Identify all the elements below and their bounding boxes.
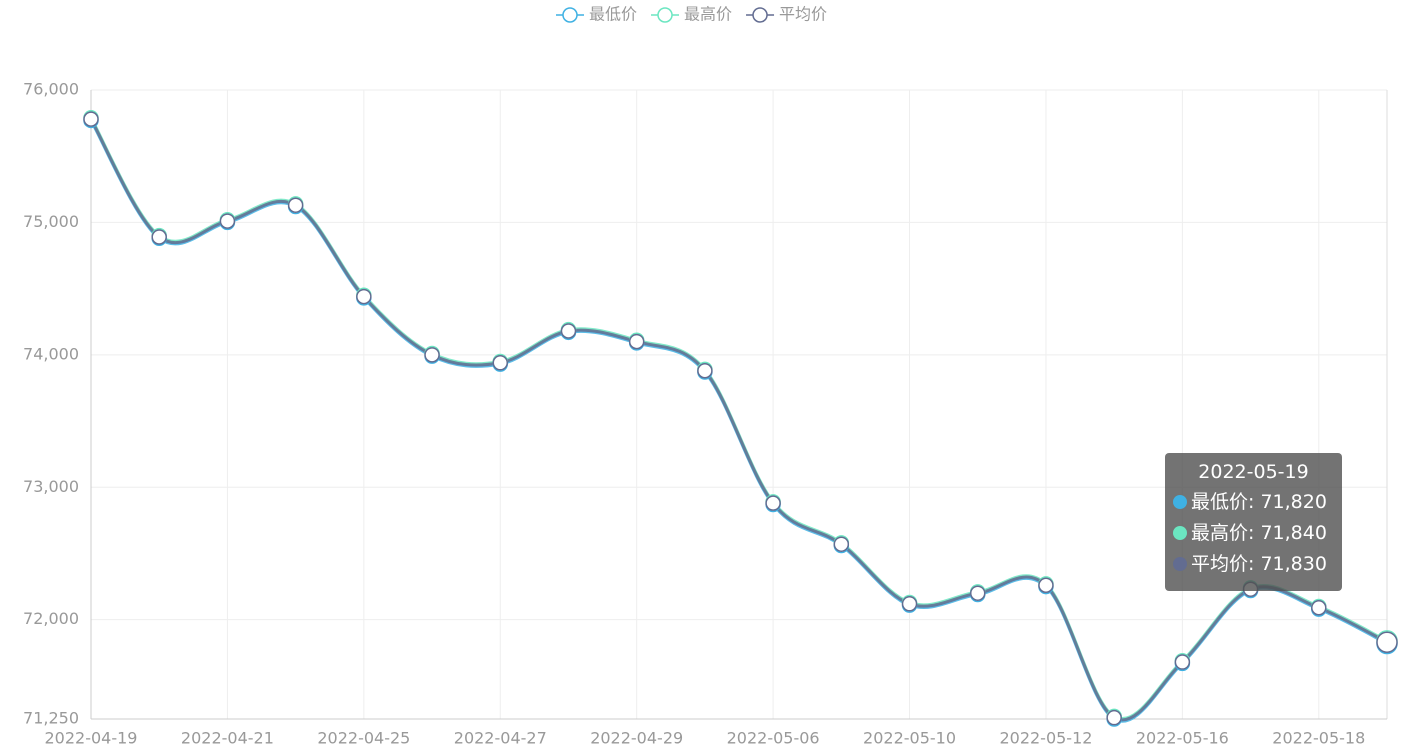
x-tick-label: 2022-04-27 <box>454 729 547 748</box>
data-point <box>83 111 99 127</box>
data-point <box>1106 709 1122 726</box>
data-point <box>1376 631 1398 653</box>
data-point <box>1038 577 1054 594</box>
series-line <box>89 119 1388 723</box>
separator: : <box>1248 491 1261 513</box>
y-tick-label: 73,000 <box>23 477 79 496</box>
tooltip-marker <box>1173 557 1187 571</box>
tooltip-value: 71,820 <box>1260 491 1327 513</box>
legend-icon <box>562 7 578 23</box>
series-line <box>89 117 1388 720</box>
data-point <box>287 197 304 213</box>
x-tick-label: 2022-05-16 <box>1136 729 1229 748</box>
tooltip: 2022-05-19 最低价: 71,820 最高价: 71,840 平均价: 71… <box>1165 453 1342 591</box>
tooltip-title: 2022-05-19 <box>1198 461 1309 483</box>
x-tick-label: 2022-04-19 <box>45 729 138 748</box>
data-point <box>901 596 918 612</box>
data-point <box>628 333 645 350</box>
y-tick-label: 76,000 <box>23 80 79 99</box>
data-point <box>356 288 372 305</box>
tooltip-row: 最低价: 71,820 <box>1173 487 1334 518</box>
tooltip-marker <box>1173 495 1187 509</box>
series-line <box>89 118 1388 722</box>
x-tick-label: 2022-04-25 <box>317 729 410 748</box>
separator: : <box>1248 553 1261 575</box>
tooltip-row: 最高价: 71,840 <box>1173 518 1334 549</box>
legend-label: 平均价 <box>779 5 827 24</box>
data-point <box>492 355 509 371</box>
tooltip-value: 71,840 <box>1260 522 1327 544</box>
data-point <box>424 347 440 363</box>
data-point <box>219 213 236 229</box>
data-point <box>765 495 781 511</box>
legend-label: 最高价 <box>684 5 732 24</box>
y-tick-label: 72,000 <box>23 609 79 628</box>
data-point <box>151 229 167 245</box>
tooltip-series-name: 最高价 <box>1191 522 1249 544</box>
data-point <box>697 362 713 379</box>
legend-label: 最低价 <box>589 5 637 24</box>
legend-icon <box>657 7 673 23</box>
x-tick-label: 2022-05-10 <box>863 729 956 748</box>
separator: : <box>1248 522 1261 544</box>
data-point <box>1311 600 1327 616</box>
data-point <box>833 536 850 552</box>
x-tick-label: 2022-04-21 <box>181 729 274 748</box>
tooltip-series-name: 平均价 <box>1191 553 1249 575</box>
data-point <box>1174 654 1191 670</box>
x-tick-label: 2022-05-18 <box>1272 729 1365 748</box>
data-point <box>969 585 986 601</box>
tooltip-series-name: 最低价 <box>1191 491 1249 513</box>
y-tick-label: 71,250 <box>23 709 79 728</box>
y-tick-label: 74,000 <box>23 344 79 363</box>
legend-icon <box>752 7 768 23</box>
legend: 最低价 最高价 平均价 <box>556 5 827 24</box>
tooltip-row: 平均价: 71,830 <box>1173 549 1334 580</box>
tooltip-value: 71,830 <box>1260 553 1327 575</box>
x-tick-label: 2022-05-06 <box>727 729 820 748</box>
tooltip-marker <box>1173 526 1187 540</box>
x-tick-label: 2022-04-29 <box>590 729 683 748</box>
data-point <box>560 323 577 339</box>
x-tick-label: 2022-05-12 <box>999 729 1092 748</box>
y-tick-label: 75,000 <box>23 212 79 231</box>
